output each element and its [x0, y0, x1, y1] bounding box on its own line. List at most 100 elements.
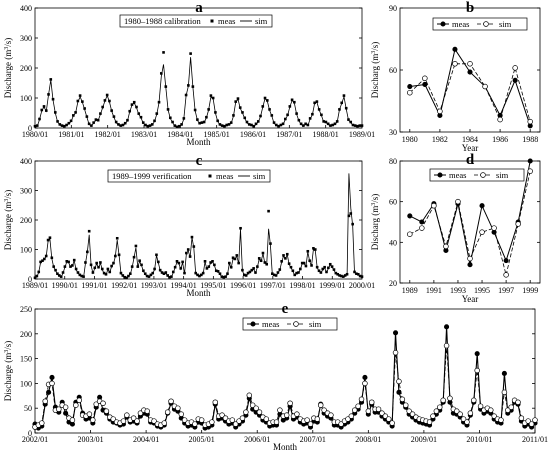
- y-tick-label: 40: [389, 238, 397, 247]
- data-point-meas: [345, 272, 349, 276]
- data-point-sim: [491, 413, 497, 419]
- data-point-sim: [124, 412, 130, 418]
- data-point-meas: [110, 264, 113, 268]
- data-point-meas: [209, 94, 213, 97]
- data-point-meas: [74, 111, 77, 114]
- data-point-meas: [252, 267, 255, 270]
- data-point-sim: [69, 417, 76, 423]
- data-point-meas: [46, 238, 50, 242]
- data-point-meas: [225, 123, 228, 127]
- x-tick-label: 2005/01: [189, 435, 215, 444]
- data-point-meas: [95, 261, 98, 265]
- legend-label-meas: meas: [216, 171, 233, 181]
- data-point-meas: [81, 100, 84, 103]
- data-point-sim: [477, 403, 484, 409]
- data-point-meas: [171, 270, 175, 274]
- data-point-meas: [142, 269, 145, 273]
- y-tick-label: 30: [389, 128, 397, 137]
- y-axis-label-unit: /s): [370, 194, 380, 203]
- data-point-sim: [464, 419, 470, 425]
- data-point-meas: [117, 123, 120, 126]
- data-point-meas: [422, 81, 428, 88]
- data-point-sim: [86, 411, 93, 417]
- data-point-meas: [173, 265, 177, 269]
- data-point-meas: [38, 117, 41, 121]
- x-tick-label: 1992/01: [111, 281, 137, 290]
- legend-marker-meas: [208, 174, 212, 178]
- x-tick-label: 1983/01: [131, 130, 157, 139]
- legend-label-meas: meas: [218, 16, 235, 26]
- data-point-meas: [356, 124, 359, 128]
- data-point-meas: [291, 269, 295, 273]
- legend-label-sim: sim: [499, 19, 512, 29]
- data-point-sim: [402, 402, 409, 408]
- x-tick-label: 2011/01: [522, 435, 548, 444]
- data-point-meas: [44, 109, 48, 112]
- data-point-meas: [216, 270, 220, 273]
- data-point-meas: [229, 121, 233, 124]
- data-point-meas: [340, 101, 344, 105]
- data-point-meas: [244, 274, 248, 277]
- data-point-sim: [460, 416, 467, 422]
- data-point-sim: [488, 407, 494, 413]
- x-tick-label: 2010/01: [466, 435, 492, 444]
- data-point-meas: [349, 120, 353, 124]
- y-tick-label: 0: [28, 124, 32, 133]
- data-point-meas: [324, 120, 328, 124]
- y-axis-label: Discharge (m3/s): [3, 341, 13, 402]
- data-point-sim: [409, 411, 416, 417]
- data-point-meas: [56, 120, 59, 123]
- data-point-sim: [294, 411, 300, 417]
- x-tick-label: 1999: [522, 286, 538, 295]
- data-point-sim: [447, 395, 453, 402]
- data-point-meas: [175, 260, 179, 263]
- data-point-meas: [137, 112, 141, 115]
- data-point-sim: [134, 418, 140, 424]
- data-point-meas: [99, 112, 102, 115]
- data-point-meas: [183, 271, 186, 275]
- data-point-sim: [527, 168, 533, 174]
- data-point-meas: [285, 252, 289, 256]
- panel-d: d 20 40 60 80 1989 1991 1993 1995 1997 1999 Year Dis…: [370, 152, 541, 304]
- data-point-meas: [254, 122, 258, 126]
- data-point-sim: [130, 415, 137, 421]
- x-tick-label: 1986/01: [240, 130, 266, 139]
- x-tick-label: 1998/01: [289, 281, 315, 290]
- data-point-meas: [196, 118, 199, 121]
- y-axis-label-main: Discharge (m: [3, 353, 13, 402]
- data-point-sim: [467, 255, 473, 262]
- data-point-meas: [205, 267, 209, 270]
- data-point-meas: [407, 213, 413, 219]
- data-point-sim: [222, 415, 229, 421]
- data-point-meas: [211, 96, 215, 100]
- data-point-meas: [85, 115, 89, 118]
- panel-letter-a: a: [195, 0, 203, 16]
- data-point-meas: [265, 262, 269, 266]
- y-tick-label: 0: [28, 275, 32, 284]
- data-point-meas: [239, 226, 242, 230]
- data-point-sim: [528, 421, 535, 427]
- x-tick-label: 2003/01: [77, 435, 103, 444]
- data-point-meas: [89, 263, 93, 267]
- data-point-meas: [279, 123, 283, 127]
- y-axis-label-superscript: 3: [371, 51, 377, 54]
- data-point-meas: [293, 273, 297, 277]
- data-point-meas: [42, 105, 46, 108]
- data-point-sim: [253, 405, 259, 411]
- data-point-sim: [433, 408, 440, 414]
- data-point-sim: [76, 397, 82, 404]
- data-point-meas: [326, 122, 330, 126]
- data-point-sim: [239, 415, 246, 421]
- data-point-meas: [168, 275, 171, 279]
- data-point-meas: [191, 85, 195, 88]
- y-axis-label-superscript: 3: [4, 47, 10, 50]
- data-point-meas: [47, 93, 50, 96]
- data-point-meas: [312, 247, 315, 250]
- data-point-meas: [512, 77, 518, 83]
- data-point-sim: [454, 408, 460, 414]
- data-point-meas: [211, 260, 214, 263]
- data-point-sim: [198, 417, 205, 423]
- data-point-meas: [299, 122, 303, 126]
- data-point-meas: [474, 351, 480, 357]
- data-point-meas: [35, 274, 39, 278]
